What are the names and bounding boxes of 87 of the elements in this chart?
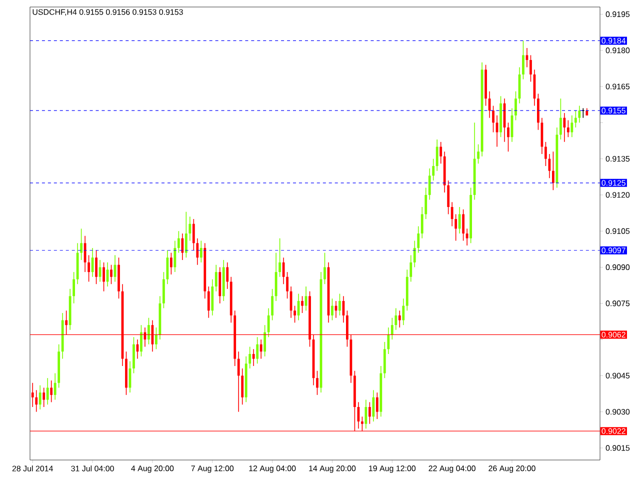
candlestick (286, 272, 288, 299)
candlestick (410, 254, 412, 282)
candlestick (271, 288, 274, 321)
candlestick (170, 252, 172, 275)
candlestick (264, 324, 266, 357)
candlestick (372, 390, 375, 422)
candlestick (376, 392, 378, 420)
candlestick (574, 110, 577, 128)
candlestick (324, 252, 326, 284)
candlestick (440, 142, 442, 164)
candlestick (413, 240, 416, 268)
candlestick (226, 262, 229, 290)
candlestick (301, 296, 304, 314)
candlestick (38, 384, 42, 410)
candlestick (35, 390, 38, 412)
candlestick (368, 402, 371, 424)
candlestick (428, 168, 431, 200)
candlestick (436, 139, 438, 172)
candlestick (88, 254, 90, 282)
candlestick (514, 90, 517, 121)
candlestick (31, 382, 34, 408)
candlestick (507, 122, 510, 152)
candlestick (80, 228, 83, 260)
candlestick (181, 233, 184, 260)
candlestick (192, 218, 195, 251)
candlestick (432, 158, 435, 181)
candlestick (140, 324, 142, 357)
candlestick (390, 317, 394, 340)
candlestick (338, 293, 341, 316)
candlestick (447, 180, 450, 215)
candlestick (402, 298, 405, 326)
candlestick (252, 348, 255, 366)
candlestick (458, 206, 461, 234)
candlestick (72, 272, 76, 304)
candlestick (570, 115, 574, 138)
candlestick (155, 327, 158, 350)
candlestick (357, 402, 360, 430)
candlestick (530, 54, 532, 82)
candlestick (492, 105, 494, 133)
candlestick (207, 286, 210, 318)
candlestick (174, 240, 176, 272)
candlestick (364, 399, 368, 430)
candlestick (184, 211, 188, 258)
candlestick (54, 372, 56, 400)
candlestick (256, 336, 259, 364)
candlestick (559, 98, 562, 140)
candlestick (267, 308, 270, 338)
candlestick (398, 310, 401, 328)
candlestick (196, 238, 199, 266)
candlestick (237, 351, 240, 412)
candlestick (241, 368, 244, 405)
candlestick (95, 250, 98, 284)
candlestick (462, 209, 465, 242)
candlestick (42, 387, 46, 408)
candlestick (50, 380, 53, 403)
candlestick (578, 105, 581, 124)
candlestick (522, 40, 524, 80)
candlestick (200, 240, 202, 263)
candlestick (148, 317, 150, 345)
candlestick (331, 298, 334, 321)
candlestick (466, 228, 468, 246)
candlestick (450, 202, 454, 227)
candlestick (84, 236, 86, 272)
candlestick (420, 206, 424, 239)
candlestick (102, 262, 105, 292)
candlestick (394, 308, 398, 330)
candlestick (46, 378, 49, 405)
candlestick (177, 230, 180, 254)
candlestick (387, 327, 390, 354)
candlestick (316, 370, 318, 396)
candlestick (417, 226, 420, 254)
candlestick (248, 346, 252, 369)
candlestick (214, 264, 218, 292)
candlestick (566, 120, 570, 138)
candlestick (563, 112, 566, 142)
candlestick (294, 305, 296, 324)
candlestick (110, 264, 112, 284)
candlestick (454, 214, 458, 242)
candlestick (278, 238, 281, 278)
candlestick (582, 108, 585, 118)
candlestick (544, 142, 547, 166)
candlestick (260, 339, 262, 360)
candlestick (188, 216, 192, 242)
candlestick (477, 144, 480, 164)
candlestick (424, 187, 428, 220)
candlestick (166, 250, 169, 284)
candlestick (552, 151, 554, 191)
